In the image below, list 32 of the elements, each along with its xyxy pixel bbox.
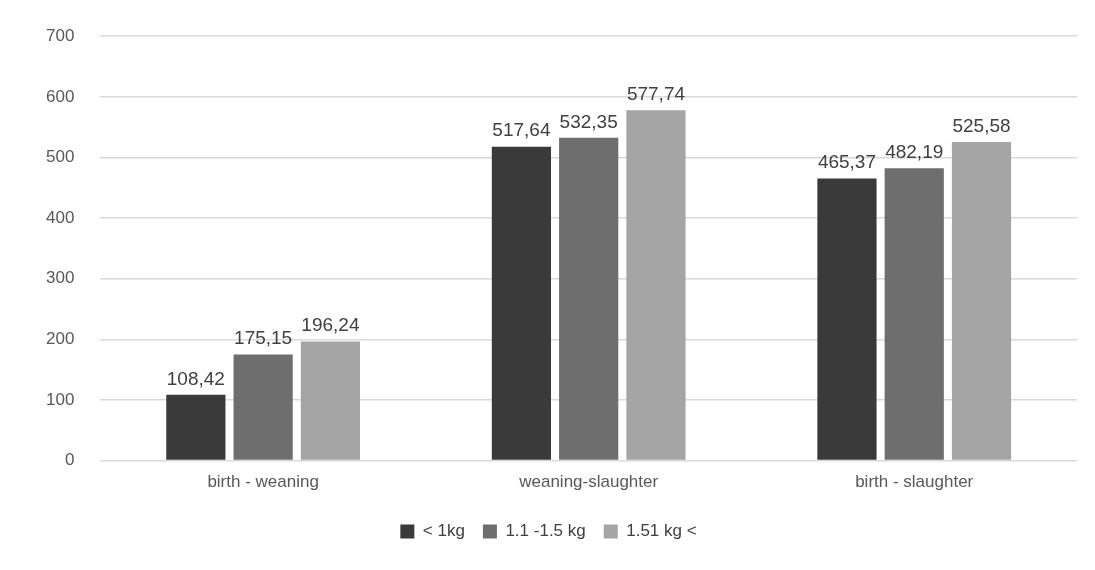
bar bbox=[626, 110, 686, 460]
y-tick-label: 700 bbox=[45, 25, 75, 45]
bar bbox=[166, 394, 226, 460]
y-tick-label: 200 bbox=[45, 329, 75, 349]
legend-label: < 1kg bbox=[422, 521, 465, 541]
y-tick-label: 100 bbox=[45, 389, 75, 409]
y-tick-label: 400 bbox=[45, 207, 75, 227]
data-label: 465,37 bbox=[817, 151, 877, 173]
data-label: 482,19 bbox=[885, 140, 944, 162]
bar bbox=[884, 168, 944, 460]
data-label: 532,35 bbox=[559, 110, 618, 132]
x-tick-label: birth - weaning bbox=[207, 472, 319, 492]
legend-label: 1.1 -1.5 kg bbox=[505, 521, 586, 541]
data-label: 517,64 bbox=[492, 119, 551, 141]
data-label: 196,24 bbox=[301, 314, 360, 336]
y-tick-label: 500 bbox=[45, 147, 75, 167]
bar bbox=[559, 137, 619, 460]
x-tick-label: weaning-slaughter bbox=[518, 472, 659, 492]
data-label: 108,42 bbox=[166, 367, 225, 389]
y-tick-label: 600 bbox=[45, 86, 75, 106]
data-label: 577,74 bbox=[626, 83, 686, 105]
bar bbox=[817, 178, 877, 460]
bar bbox=[951, 141, 1012, 460]
data-label: 175,15 bbox=[234, 327, 293, 349]
y-tick-label: 0 bbox=[64, 450, 75, 470]
bar bbox=[300, 341, 361, 460]
x-tick-label: birth - slaughter bbox=[855, 472, 974, 492]
y-tick-label: 300 bbox=[45, 268, 75, 288]
data-label: 525,58 bbox=[952, 114, 1011, 136]
bar bbox=[491, 146, 552, 460]
bar bbox=[233, 354, 293, 460]
legend-label: 1.51 kg < bbox=[626, 521, 697, 541]
